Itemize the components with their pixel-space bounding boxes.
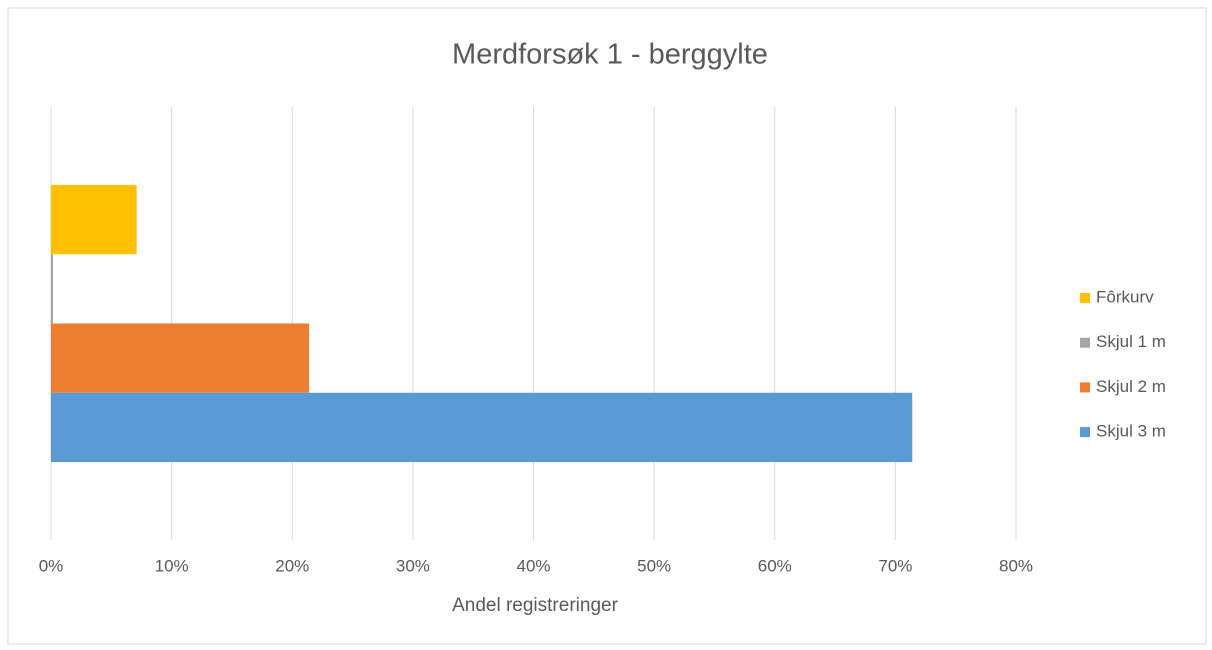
legend-label: Skjul 1 m [1096,332,1166,351]
x-axis-title: Andel registreringer [452,595,618,616]
chart-title: Merdforsøk 1 - berggylte [452,39,768,71]
legend-label: Fôrkurv [1096,287,1154,306]
bar [51,254,53,324]
bar [51,392,913,463]
legend-swatch [1080,427,1090,438]
x-tick-label: 20% [275,556,309,575]
legend-swatch [1080,382,1090,393]
x-tick-label: 40% [516,556,550,575]
x-tick-label: 70% [878,556,912,575]
legend-swatch [1080,337,1090,348]
bar [51,184,137,255]
x-tick-label: 60% [758,556,792,575]
x-tick-label: 0% [39,556,64,575]
legend-swatch [1080,293,1090,303]
legend-label: Skjul 2 m [1096,377,1166,396]
legend-label: Skjul 3 m [1096,422,1166,441]
x-tick-label: 50% [637,556,671,575]
x-tick-label: 10% [155,556,189,575]
bar [51,323,310,393]
x-tick-label: 30% [396,556,430,575]
x-tick-label: 80% [999,556,1033,575]
